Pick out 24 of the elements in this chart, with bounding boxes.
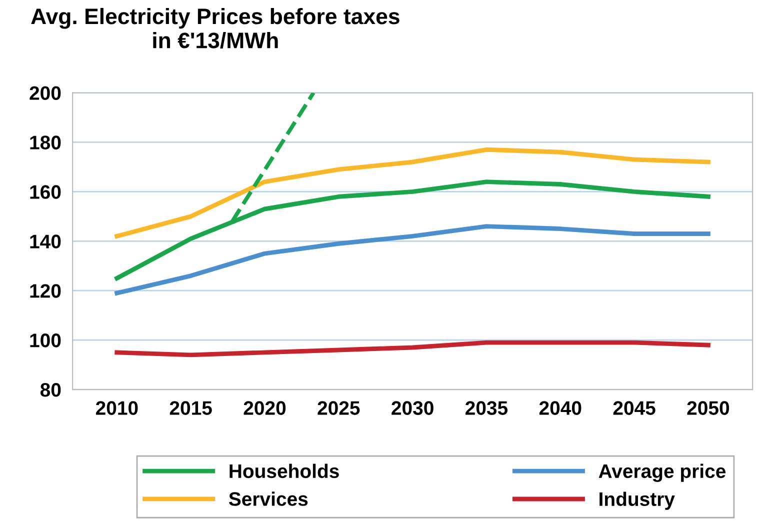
- x-tick-label: 2020: [244, 401, 286, 415]
- legend-label: Households: [230, 464, 339, 478]
- line-series: [114, 224, 710, 296]
- legend-label: Services: [228, 492, 308, 506]
- y-tick-label: 200: [30, 86, 61, 100]
- x-tick-label: 2025: [318, 401, 360, 415]
- line-series: [114, 147, 710, 238]
- x-tick-label: 2010: [96, 401, 138, 415]
- x-tick-label: 2035: [466, 401, 508, 415]
- y-tick-label: 140: [30, 234, 61, 248]
- legend-label: Average price: [598, 464, 726, 482]
- x-tick-label: 2040: [539, 401, 582, 415]
- line-series: [114, 340, 710, 358]
- x-tick-label: 2045: [613, 401, 656, 415]
- y-tick-label: 80: [40, 383, 61, 397]
- x-tick-label: 2015: [170, 401, 212, 415]
- x-tick-label: 2030: [392, 401, 434, 415]
- y-tick-label: 120: [30, 284, 61, 298]
- chart-title: Avg. Electricity Prices before taxes in €'13/MWh: [31, 8, 400, 49]
- y-tick-label: 180: [30, 136, 61, 150]
- y-tick-label: 100: [30, 334, 61, 348]
- legend-label: Industry: [600, 492, 675, 510]
- y-tick-label: 160: [30, 185, 61, 199]
- x-tick-label: 2050: [687, 401, 730, 415]
